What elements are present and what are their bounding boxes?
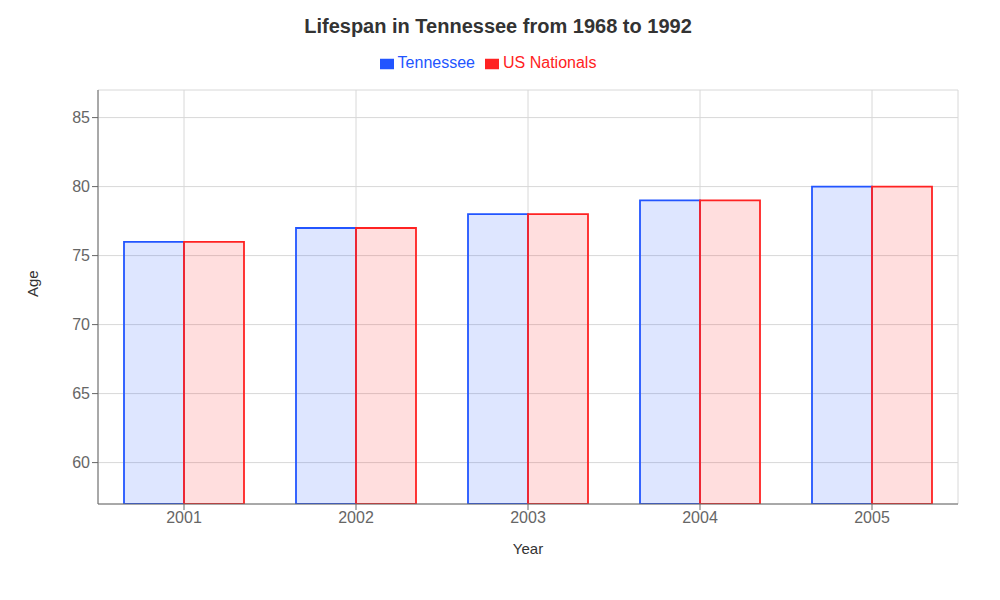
svg-text:70: 70 (72, 316, 90, 333)
svg-text:Year: Year (513, 540, 543, 557)
svg-text:2002: 2002 (338, 509, 374, 526)
svg-text:2004: 2004 (682, 509, 718, 526)
svg-text:2001: 2001 (166, 509, 202, 526)
svg-text:85: 85 (72, 109, 90, 126)
html-text:Tennessee: Tennessee (397, 54, 475, 71)
html-text:Lifespan in Tennessee from 196: Lifespan in Tennessee from 1968 to 1992 (304, 15, 692, 37)
html-text:US Nationals: US Nationals (503, 54, 597, 71)
svg-text:65: 65 (72, 385, 90, 402)
svg-text:2005: 2005 (854, 509, 890, 526)
svg-text:60: 60 (72, 454, 90, 471)
svg-text:2003: 2003 (510, 509, 546, 526)
svg-text:Age: Age (24, 270, 41, 297)
svg-text:80: 80 (72, 178, 90, 195)
svg-text:75: 75 (72, 247, 90, 264)
